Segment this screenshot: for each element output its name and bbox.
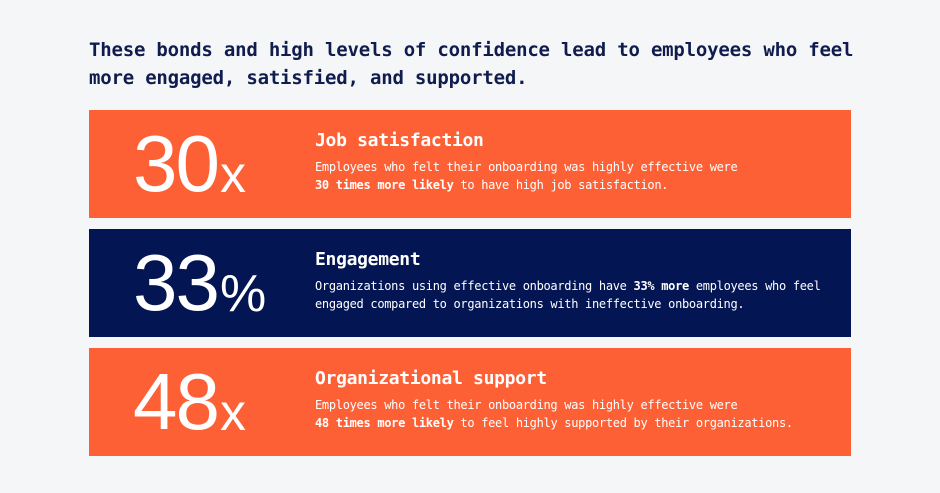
stat-description: Employees who felt their onboarding was …: [315, 396, 840, 432]
stat-number: 30: [133, 119, 220, 208]
stat-card-job-satisfaction: 30 x Job satisfaction Employees who felt …: [89, 110, 851, 218]
stat-number: 48: [133, 357, 220, 446]
stat-copy: Engagement Organizations using effective…: [315, 249, 840, 313]
description-highlight: 33% more: [633, 279, 690, 293]
stat-unit: %: [219, 265, 267, 323]
description-text: to have high job satisfaction.: [453, 178, 669, 192]
description-text: Organizations using effective onboarding…: [315, 279, 634, 293]
description-text: Employees who felt their onboarding was …: [315, 160, 738, 174]
stat-title: Organizational support: [315, 368, 547, 389]
stat-card-engagement: 33% Engagement Organizations using effec…: [89, 229, 851, 337]
stat-copy: Job satisfaction Employees who felt thei…: [315, 130, 840, 194]
stat-figure: 48 x: [133, 348, 246, 456]
stat-description: Employees who felt their onboarding was …: [315, 158, 840, 194]
stat-description: Organizations using effective onboarding…: [315, 277, 840, 313]
stat-unit: x: [219, 384, 246, 442]
stat-number: 33: [133, 238, 220, 327]
stat-title: Engagement: [315, 249, 421, 270]
description-highlight: 30 times more likely: [315, 178, 454, 192]
page-headline: These bonds and high levels of confidenc…: [89, 39, 854, 89]
stat-unit: x: [219, 146, 246, 204]
stat-copy: Organizational support Employees who fel…: [315, 368, 840, 432]
description-text: employees who feel engaged compared to o…: [315, 279, 821, 311]
description-highlight: 48 times more likely: [315, 416, 454, 430]
stat-figure: 30 x: [133, 110, 246, 218]
stat-card-organizational-support: 48 x Organizational support Employees who…: [89, 348, 851, 456]
stat-title: Job satisfaction: [315, 130, 484, 151]
stat-figure: 33%: [133, 229, 266, 337]
description-text: to feel highly supported by their organi…: [453, 416, 793, 430]
description-text: Employees who felt their onboarding was …: [315, 398, 738, 412]
